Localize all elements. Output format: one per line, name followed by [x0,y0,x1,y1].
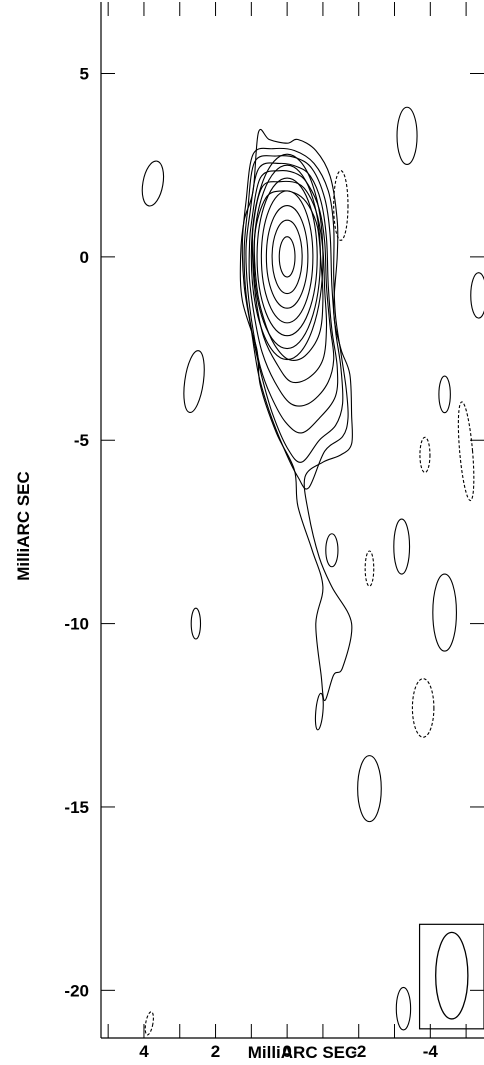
y-tick-label: -10 [64,615,89,634]
positive-contour [432,573,457,652]
jet-contour [245,162,339,434]
core-contour [271,219,303,295]
positive-contour [314,692,324,731]
positive-contour [141,160,165,207]
y-tick-label: -20 [64,981,89,1000]
negative-contour [419,436,431,474]
core-contour [265,204,309,309]
positive-contour [357,755,382,823]
x-tick-label: 0 [282,1042,291,1061]
axis-ticks [101,2,484,1038]
core-contour [260,190,314,324]
x-tick-label: -2 [351,1042,366,1061]
jet-contour [239,128,354,702]
positive-contour [183,350,205,414]
x-tick-label: -4 [423,1042,439,1061]
negative-contour [364,550,375,587]
positive-contour [190,607,202,640]
negative-contour [411,678,435,738]
positive-contour [396,106,418,166]
jet-contour [241,147,349,490]
x-tick-labels: 4 2 0 -2 -4 [139,1042,438,1061]
negative-contour [457,401,475,502]
positive-contour [325,533,339,568]
core-contour [250,153,324,361]
contour-lines [141,106,484,1036]
x-axis-label: MilliARC SEC [248,1043,358,1062]
y-tick-label: 0 [80,248,89,267]
negative-contour [144,1011,154,1036]
core-contour [278,236,296,278]
y-tick-label: 5 [80,65,89,84]
core-contour [253,164,321,350]
jet-contour [251,180,328,384]
core-contour [256,177,318,337]
y-tick-labels: 5 0 -5 -10 -15 -20 [64,65,89,1001]
beam-box [418,923,484,1030]
positive-contour [470,272,484,319]
positive-contour [395,986,412,1031]
y-tick-label: -15 [64,798,89,817]
y-axis-label: MilliARC SEC [14,471,33,581]
positive-contour [393,518,411,575]
beam-inset [418,923,484,1030]
positive-contour [438,375,451,414]
negative-contour [333,170,349,241]
beam-ellipse [435,931,469,1020]
jet-contour [243,155,344,463]
x-tick-label: 4 [139,1042,149,1061]
jet-contour [248,170,335,407]
plot-frame [100,2,484,1039]
jet-contour [253,190,324,361]
y-tick-label: -5 [74,431,89,450]
x-tick-label: 2 [211,1042,220,1061]
